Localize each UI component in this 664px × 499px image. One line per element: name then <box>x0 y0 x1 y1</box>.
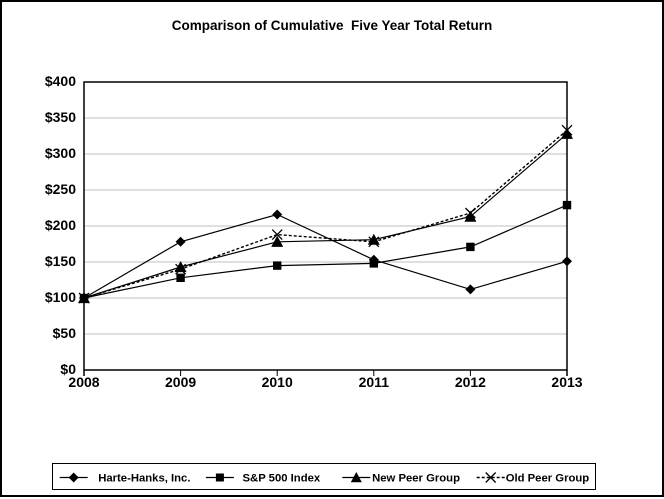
svg-text:2013: 2013 <box>551 374 582 390</box>
svg-text:$150: $150 <box>45 253 76 269</box>
svg-text:$100: $100 <box>45 289 76 305</box>
svg-text:New Peer Group: New Peer Group <box>372 473 460 485</box>
svg-text:2010: 2010 <box>262 374 293 390</box>
svg-text:$300: $300 <box>45 145 76 161</box>
svg-text:$50: $50 <box>53 325 77 341</box>
svg-text:2012: 2012 <box>455 374 486 390</box>
svg-text:Harte-Hanks, Inc.: Harte-Hanks, Inc. <box>98 473 190 485</box>
svg-text:2009: 2009 <box>165 374 196 390</box>
svg-text:2008: 2008 <box>68 374 99 390</box>
svg-text:Old Peer Group: Old Peer Group <box>506 473 590 485</box>
svg-text:2011: 2011 <box>359 374 390 390</box>
svg-text:$250: $250 <box>45 181 76 197</box>
svg-text:$400: $400 <box>45 73 76 89</box>
svg-text:S&P 500 Index: S&P 500 Index <box>243 473 321 485</box>
svg-text:$350: $350 <box>45 109 76 125</box>
svg-text:$200: $200 <box>45 217 76 233</box>
